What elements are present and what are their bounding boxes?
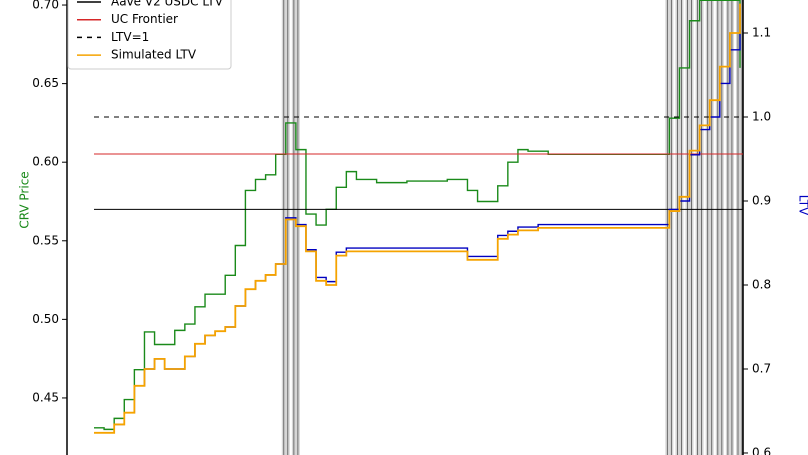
event-band <box>685 0 694 455</box>
legend-label: UC Frontier <box>111 12 178 26</box>
y-tick-label: 0.45 <box>32 390 59 404</box>
y-tick-label: 0.55 <box>32 233 59 247</box>
event-band <box>675 0 684 455</box>
y-tick-label: 0.65 <box>32 76 59 90</box>
event-band <box>715 0 724 455</box>
event-band <box>736 0 744 455</box>
legend-label: LTV=1 <box>111 30 149 44</box>
y-tick-label: 0.50 <box>32 312 59 326</box>
y-tick-label: 0.60 <box>32 155 59 169</box>
y2-tick-label: 0.8 <box>752 277 771 291</box>
legend-label: Aave V2 USDC LTV <box>111 0 224 9</box>
y2-axis-label: LTV <box>797 195 808 216</box>
legend: Aave V2 USDC LTV UC Frontier LTV=1 Simulate… <box>67 0 232 70</box>
event-band <box>725 0 734 455</box>
event-band <box>705 0 714 455</box>
legend-label: Simulated LTV <box>111 48 197 62</box>
series-line <box>94 3 741 434</box>
series-line <box>94 7 741 434</box>
y2-tick-label: 0.7 <box>752 361 771 375</box>
y-tick-label: 0.70 <box>32 0 59 12</box>
y2-tick-label: 1.1 <box>752 26 771 40</box>
y-axis-label: CRV Price <box>18 171 32 228</box>
y2-tick-label: 0.9 <box>752 193 771 207</box>
y2-tick-label: 1.0 <box>752 110 771 124</box>
y2-tick-label: 0.6 <box>752 445 771 455</box>
legend-box <box>67 0 232 70</box>
event-band <box>695 0 704 455</box>
event-band <box>291 0 300 455</box>
